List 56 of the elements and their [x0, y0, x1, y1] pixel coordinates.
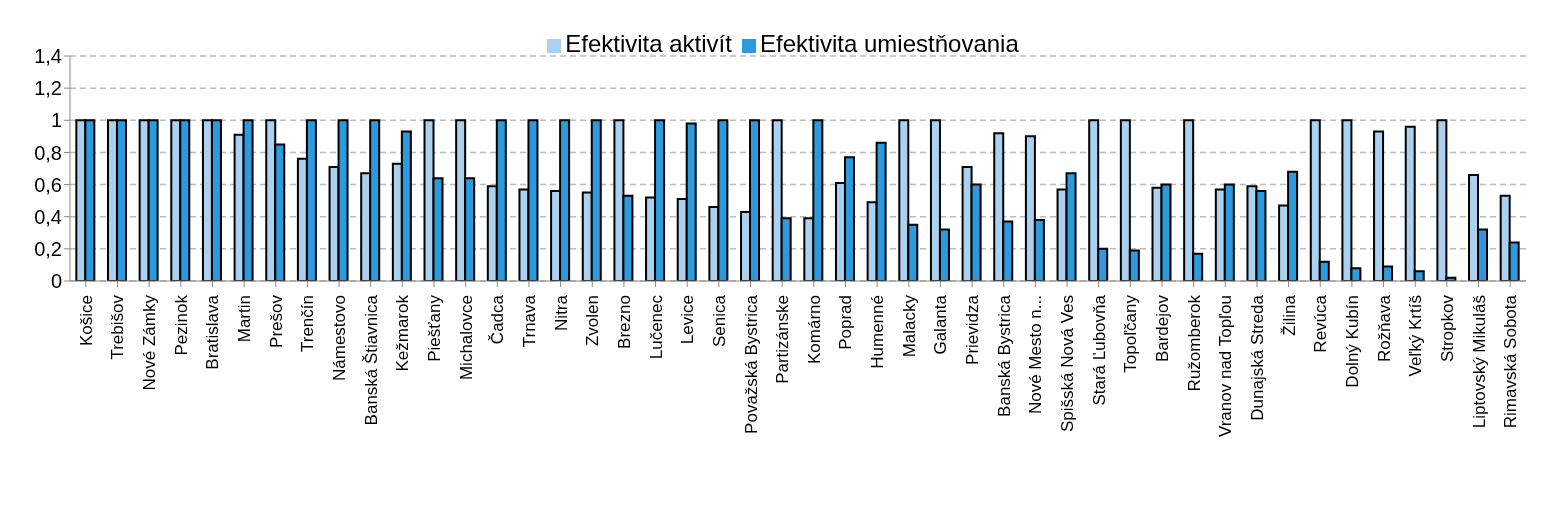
x-tick-label: Rožňava	[1374, 294, 1394, 363]
x-tick-label: Čadca	[488, 294, 508, 345]
x-tick-label: Banská Bystrica	[994, 294, 1014, 417]
x-tick-label: Spišská Nová Ves	[1058, 295, 1078, 433]
y-tick-label: 0,2	[34, 237, 62, 260]
x-tick-label: Levice	[678, 295, 698, 345]
x-tick-label: Bratislava	[203, 294, 223, 370]
x-tick-label: Stará Ľubovňa	[1089, 294, 1109, 406]
x-tick-label: Prešov	[266, 294, 286, 348]
x-tick-label: Prievidza	[963, 294, 983, 365]
x-tick-label: Veľký Krtíš	[1406, 295, 1426, 377]
x-tick-label: Lučenec	[646, 294, 666, 360]
y-tick-label: 0,4	[34, 205, 62, 228]
x-tick-label: Vranov nad Topľou	[1216, 295, 1236, 438]
x-tick-label: Michalovce	[456, 295, 476, 381]
x-tick-label: Bardejov	[1153, 294, 1172, 363]
x-tick-label: Nové Zámky	[140, 294, 160, 391]
x-tick-label: Dolný Kubín	[1342, 295, 1362, 388]
x-tick-label: Pezinok	[171, 294, 191, 356]
x-tick-label: Malacky	[899, 294, 919, 358]
x-tick-label: Brezno	[614, 295, 634, 349]
x-tick-label: Stropkov	[1437, 294, 1457, 363]
x-tick-label: Žilina	[1279, 294, 1299, 336]
x-tick-label: Nitra	[551, 294, 571, 331]
x-tick-label: Senica	[709, 294, 729, 347]
legend-label: Efektivita umiestňovania	[759, 30, 1019, 57]
x-tick-label: Kežmarok	[393, 294, 413, 372]
y-tick-label: 0,6	[34, 173, 62, 196]
y-tick-label: 1,4	[34, 45, 62, 68]
x-tick-label: Trnava	[519, 294, 539, 348]
x-tick-label: Ružomberok	[1184, 294, 1204, 392]
x-tick-label: Rimavská Sobota	[1501, 294, 1521, 429]
x-tick-label: Nové Mesto n...	[1026, 295, 1046, 415]
y-tick-label: 0	[50, 270, 62, 293]
x-tick-label: Piešťany	[425, 294, 444, 362]
x-tick-label: Námestovo	[330, 295, 350, 381]
x-tick-label: Poprad	[836, 295, 856, 350]
y-tick-label: 0,8	[34, 141, 62, 164]
x-tick-label: Zvolen	[583, 295, 603, 347]
x-tick-label: Dunajská Streda	[1247, 294, 1267, 421]
x-tick-label: Banská Štiavnica	[361, 294, 381, 426]
x-tick-label: Košice	[76, 295, 96, 347]
x-tick-label: Humenné	[868, 295, 888, 369]
legend-label: Efektivita aktivít	[565, 30, 732, 57]
x-tick-label: Galanta	[931, 294, 951, 355]
x-tick-label: Považská Bystrica	[741, 294, 761, 434]
x-tick-label: Martin	[235, 295, 255, 343]
x-tick-label: Trenčín	[298, 295, 318, 353]
x-tick-label: Trebišov	[108, 294, 128, 360]
x-tick-label: Komárno	[804, 295, 824, 364]
x-tick-label: Revúca	[1311, 294, 1331, 353]
x-tick-label: Partizánske	[773, 295, 793, 384]
x-tick-label: Liptovský Mikuláš	[1469, 295, 1489, 429]
y-tick-label: 1	[50, 109, 62, 132]
y-tick-label: 1,2	[34, 77, 62, 100]
x-tick-label: Topoľčany	[1121, 294, 1141, 373]
